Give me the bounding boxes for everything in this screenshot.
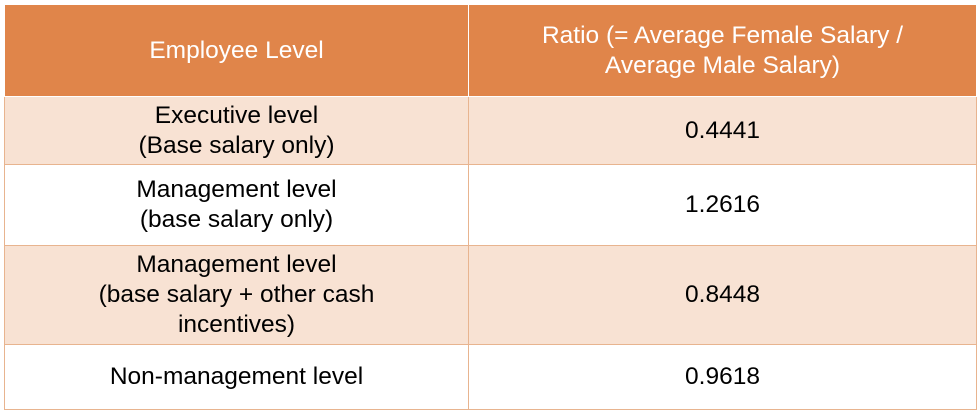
table-header: Employee Level Ratio (= Average Female S… (4, 4, 977, 97)
header-row: Employee Level Ratio (= Average Female S… (4, 4, 977, 97)
salary-ratio-table-container: Employee Level Ratio (= Average Female S… (4, 4, 977, 410)
ratio-cell: 0.4441 (468, 96, 977, 165)
table-row: Management level (base salary + other ca… (4, 245, 977, 345)
salary-ratio-table: Employee Level Ratio (= Average Female S… (4, 4, 977, 410)
employee-level-cell: Management level (base salary + other ca… (4, 245, 469, 345)
header-ratio: Ratio (= Average Female Salary / Average… (468, 4, 977, 97)
employee-level-cell: Executive level (Base salary only) (4, 96, 469, 165)
employee-level-cell: Management level (base salary only) (4, 164, 469, 246)
table-row: Management level (base salary only) 1.26… (4, 164, 977, 246)
table-row: Executive level (Base salary only) 0.444… (4, 96, 977, 165)
employee-level-cell: Non-management level (4, 344, 469, 410)
header-employee-level: Employee Level (4, 4, 469, 97)
table-row: Non-management level 0.9618 (4, 344, 977, 410)
ratio-cell: 0.8448 (468, 245, 977, 345)
table-body: Executive level (Base salary only) 0.444… (4, 96, 977, 410)
ratio-cell: 1.2616 (468, 164, 977, 246)
ratio-cell: 0.9618 (468, 344, 977, 410)
